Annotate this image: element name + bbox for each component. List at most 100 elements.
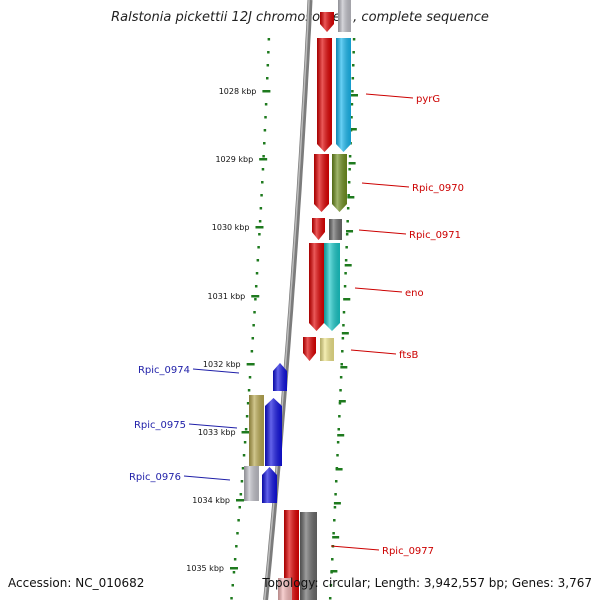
gene-Rpic_0970 [332,154,347,212]
scale-dot [252,324,255,327]
scale-dot [342,311,346,314]
cds-fragment [320,12,334,32]
scale-dot [244,428,248,431]
scale-tick [341,332,349,335]
scale-label: 1028 kbp [219,87,257,96]
label-leader-Rpic_0977 [330,545,380,551]
scale-dot [267,51,270,54]
scale-label: 1033 kbp [198,428,236,437]
cds-ftsB [303,337,316,361]
cds-Rpic_0971 [312,218,325,240]
label-leader-pyrG [365,93,414,99]
scale-dot [258,233,261,236]
cds-pyrG [317,38,332,152]
scale-dot [339,389,342,392]
gene-shading [262,467,277,503]
scale-dot [333,506,337,509]
scale-dot [347,181,351,184]
label-leader-Rpic_0970 [361,182,410,188]
scale-dot [343,285,347,288]
scale-tick [344,264,352,267]
scale-major-tick [229,567,238,570]
scale-dot [263,142,266,145]
scale-dot [266,77,269,80]
scale-dot [328,597,332,600]
scale-dot [267,38,271,41]
gene-shading [300,512,317,600]
scale-label: 1032 kbp [203,360,241,369]
scale-dot [237,519,240,522]
gene-label-Rpic_0970: Rpic_0970 [412,183,464,194]
gene-shading [284,510,299,600]
gene-shading [309,243,324,331]
gene-shading [332,154,347,212]
cds-fragment-bottom [278,578,292,600]
scale-dot [255,272,259,275]
scale-tick [333,502,341,505]
cds-Rpic_0976 [262,467,277,503]
scale-dot [266,64,270,67]
gene-shading [303,337,316,361]
scale-dot [338,402,342,405]
scale-dot [246,402,250,405]
scale-dot [263,129,267,132]
scale-dot [345,246,348,249]
cds-Rpic_0974 [273,363,287,391]
scale-dot [351,64,355,67]
gene-Rpic_0975 [249,395,264,466]
scale-dot [341,350,344,353]
scale-dot [331,558,334,561]
scale-dot [242,454,246,457]
gene-shading [244,466,259,501]
gene-label-Rpic_0976: Rpic_0976 [129,472,181,483]
scale-tick [340,366,348,369]
scale-tick [330,570,338,573]
scale-dot [351,90,354,93]
label-leader-Rpic_0971 [358,229,407,235]
scale-dot [351,77,355,80]
label-leader-Rpic_0976 [183,475,231,481]
scale-tick [347,196,355,199]
scale-dot [262,155,265,158]
scale-dot [232,571,236,574]
scale-dot [245,415,249,418]
scale-dot [256,259,260,262]
gene-label-pyrG: pyrG [416,94,440,105]
label-leader-Rpic_0975 [188,423,238,429]
scale-dot [352,38,356,41]
scale-dot [257,246,260,249]
cds-Rpic_0977 [284,510,299,600]
scale-major-tick [241,431,250,434]
scale-dot [264,103,268,106]
scale-dot [258,220,262,223]
scale-label: 1031 kbp [208,292,246,301]
gene-label-Rpic_0975: Rpic_0975 [134,420,186,431]
scale-dot [250,350,254,353]
gene-shading [317,38,332,152]
gene-Rpic_0976 [244,466,259,501]
gene-shading [320,12,334,32]
gene-Rpic_0971 [329,219,342,240]
scale-dot [261,168,265,171]
gene-label-Rpic_0971: Rpic_0971 [409,230,461,241]
gene-pyrG [336,38,351,152]
gene-label-Rpic_0974: Rpic_0974 [138,365,190,376]
scale-tick [346,230,354,233]
label-leader-ftsB [350,349,397,355]
scale-dot [348,155,352,158]
scale-major-tick [246,363,255,366]
scale-dot [248,376,252,379]
gene-shading [273,363,287,391]
scale-dot [264,116,267,119]
scale-dot [239,493,243,496]
gene-shading [324,243,340,331]
scale-dot [338,415,341,418]
scale-dot [336,454,339,457]
topology-summary: Topology: circular; Length: 3,942,557 bp… [262,576,592,590]
scale-dot [334,480,338,483]
inner-scale-ticks: 1028 kbp 1029 kbp 1030 kbp 1031 kbp 1032 kbp… [186,38,271,600]
scale-dot [341,337,345,340]
scale-dot [348,168,351,171]
scale-dot [329,584,333,587]
scale-tick [338,400,346,403]
